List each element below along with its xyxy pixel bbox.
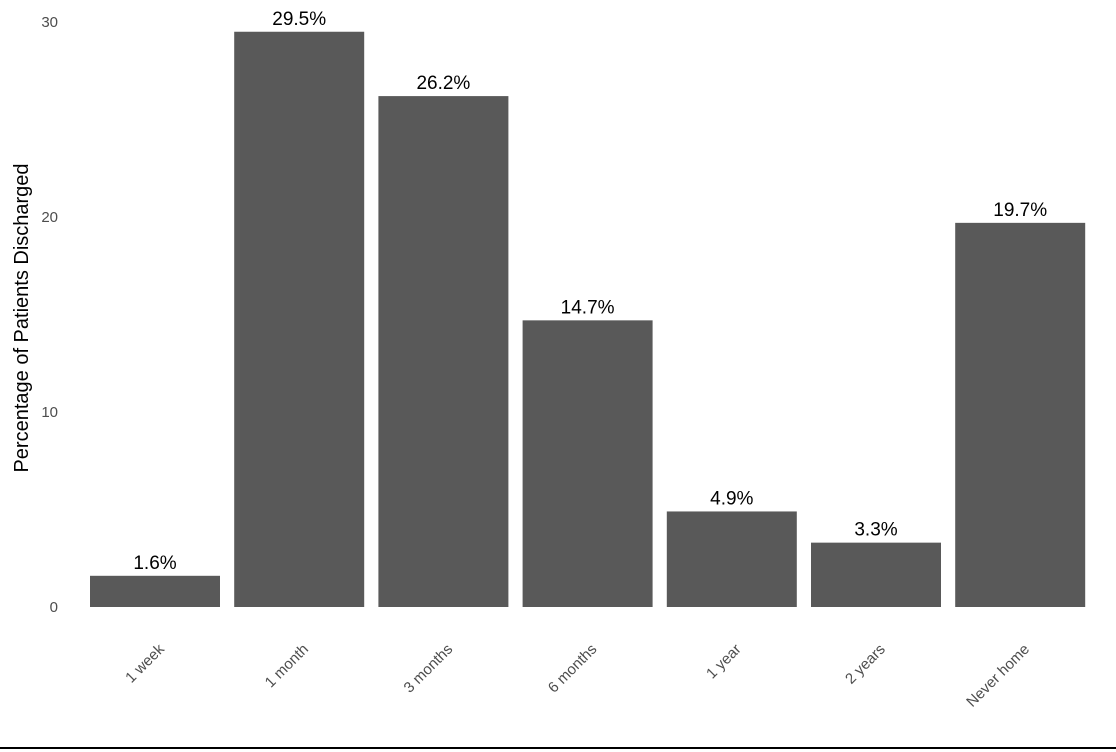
x-tick-label: 1 week xyxy=(122,640,168,686)
data-label: 29.5% xyxy=(272,9,326,30)
bar xyxy=(522,320,653,607)
y-tick-label: 30 xyxy=(41,14,58,31)
bar xyxy=(378,96,509,607)
bar xyxy=(811,542,941,607)
x-tick-label: 6 months xyxy=(545,641,601,697)
data-label: 26.2% xyxy=(416,73,470,94)
x-tick-label: 1 month xyxy=(262,641,312,691)
y-tick-label: 0 xyxy=(50,599,58,616)
bar xyxy=(90,575,220,607)
y-tick-label: 20 xyxy=(41,209,58,226)
x-tick-label: 1 year xyxy=(703,641,745,683)
bar xyxy=(955,222,1086,607)
data-label: 19.7% xyxy=(993,200,1047,221)
bar xyxy=(234,31,365,607)
y-axis-label: Percentage of Patients Discharged xyxy=(11,163,33,472)
bar xyxy=(666,511,797,607)
x-tick-label: Never home xyxy=(963,641,1033,711)
y-tick-label: 10 xyxy=(41,404,58,421)
x-tick-label: 3 months xyxy=(401,641,457,697)
data-label: 3.3% xyxy=(854,520,897,541)
x-tick-label: 2 years xyxy=(842,641,889,688)
data-label: 1.6% xyxy=(133,553,176,574)
data-label: 4.9% xyxy=(710,488,753,509)
data-label: 14.7% xyxy=(561,297,615,318)
